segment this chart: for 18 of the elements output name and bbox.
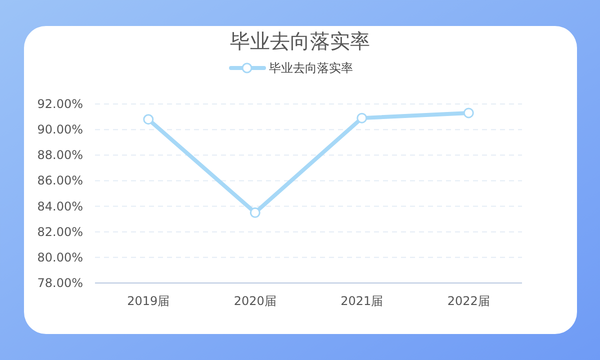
y-tick-label: 82.00% xyxy=(37,224,83,239)
y-tick-label: 80.00% xyxy=(37,250,83,264)
x-tick-label: 2020届 xyxy=(234,294,276,308)
point xyxy=(250,207,260,218)
x-tick-label: 2021届 xyxy=(340,294,384,308)
y-tick-label: 88.00% xyxy=(37,148,83,162)
point xyxy=(463,108,474,118)
x-tick-label: 2019届 xyxy=(127,294,170,308)
y-tick-label: 92.00% xyxy=(37,97,83,111)
y-tick-label: 78.00% xyxy=(37,276,83,290)
y-tick-label: 86.00% xyxy=(37,174,83,188)
y-tick-label: 84.00% xyxy=(37,199,83,214)
point xyxy=(356,112,368,124)
x-tick-label: 2022届 xyxy=(447,294,490,308)
y-tick-label: 90.00% xyxy=(37,122,83,137)
legend-label: 毕业去向落实率 xyxy=(269,61,353,75)
chart-title: 毕业去向落实率 xyxy=(230,29,370,53)
point xyxy=(143,114,154,125)
